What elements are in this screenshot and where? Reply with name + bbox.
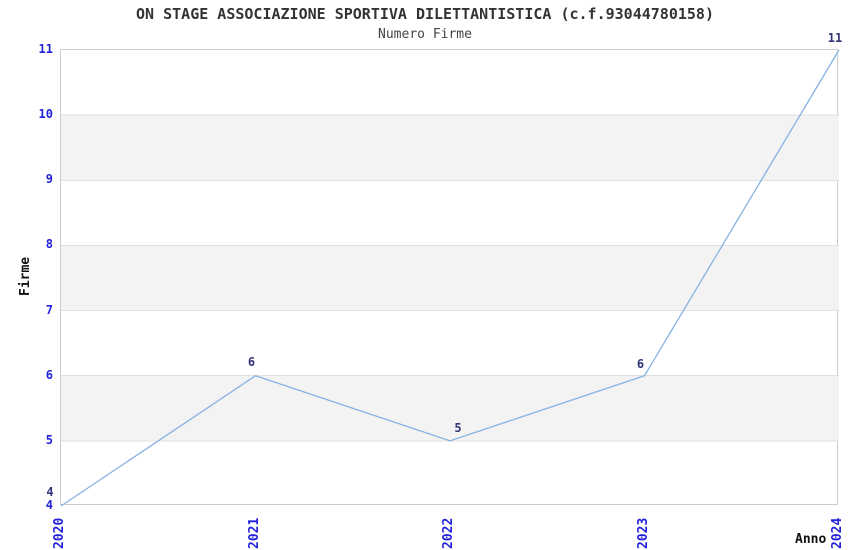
background-band: [61, 115, 839, 181]
y-tick-label: 8: [45, 237, 53, 252]
y-tick-label: 10: [38, 107, 53, 122]
y-tick-label: 5: [45, 432, 53, 447]
y-tick-label: 9: [45, 172, 53, 187]
y-tick-label: 7: [45, 302, 53, 317]
y-tick-label: 11: [38, 42, 53, 56]
plot-area: [60, 49, 840, 507]
x-tick-label: 2024: [830, 517, 845, 549]
x-tick-label: 2022: [441, 517, 456, 549]
data-point-label: 5: [454, 420, 462, 435]
chart-subtitle: Numero Firme: [378, 27, 472, 42]
x-tick-label: 2020: [52, 517, 67, 549]
data-series-line: [60, 49, 840, 507]
data-point-label: 11: [827, 31, 843, 45]
background-band: [61, 245, 839, 311]
y-axis-title: Firme: [18, 256, 33, 296]
y-tick-label: 4: [45, 498, 53, 512]
y-tick-label: 6: [45, 367, 53, 382]
data-point-label: 6: [636, 356, 645, 371]
line-chart-svg: [60, 49, 840, 507]
data-point-label: 6: [247, 354, 256, 369]
data-point-label: 4: [46, 485, 54, 499]
background-band: [61, 375, 839, 441]
x-tick-label: 2023: [635, 517, 651, 549]
chart-title: ON STAGE ASSOCIAZIONE SPORTIVA DILETTANT…: [136, 5, 714, 23]
x-tick-label: 2021: [246, 517, 262, 549]
x-axis-title: Anno: [795, 532, 827, 547]
